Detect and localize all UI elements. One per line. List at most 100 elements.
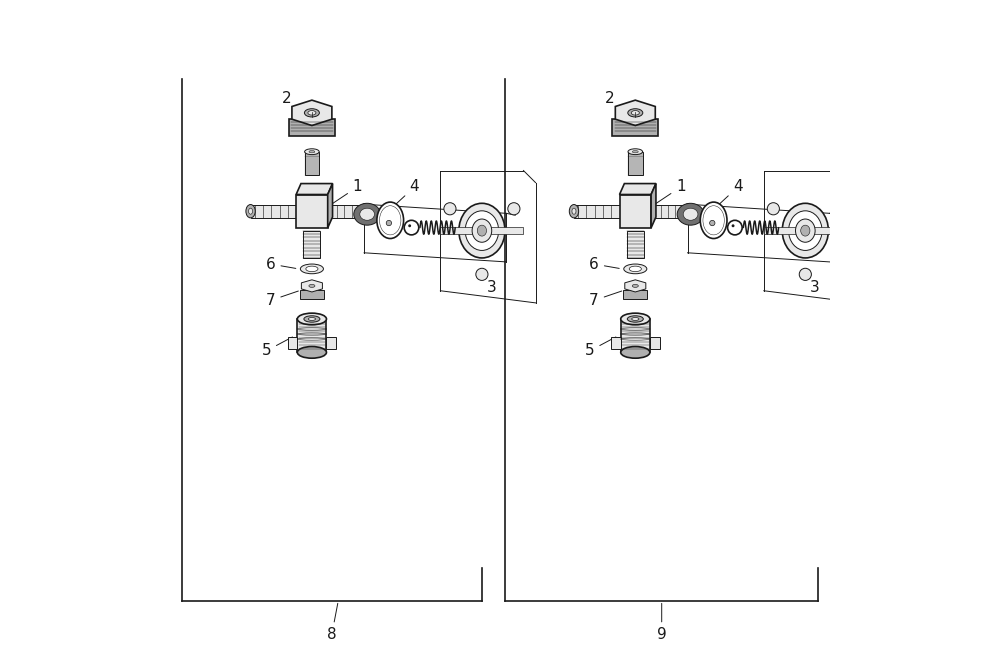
Text: 3: 3 (804, 271, 820, 294)
Bar (611, 337, 621, 349)
Text: 3: 3 (481, 271, 497, 294)
Ellipse shape (363, 208, 365, 214)
Text: 8: 8 (327, 603, 338, 642)
Ellipse shape (306, 266, 318, 272)
Ellipse shape (677, 203, 704, 225)
Ellipse shape (686, 208, 689, 214)
Text: 7: 7 (266, 291, 298, 308)
Text: 1: 1 (656, 180, 686, 203)
Ellipse shape (572, 208, 576, 214)
Text: 6: 6 (589, 257, 619, 271)
Ellipse shape (632, 284, 638, 287)
Ellipse shape (621, 346, 650, 358)
Ellipse shape (308, 317, 316, 321)
Ellipse shape (465, 211, 499, 250)
Ellipse shape (304, 315, 320, 322)
Ellipse shape (684, 204, 691, 218)
Circle shape (728, 220, 742, 235)
Bar (651, 205, 688, 218)
Bar (303, 230, 320, 258)
Text: 2: 2 (605, 91, 628, 116)
Ellipse shape (631, 111, 639, 115)
Ellipse shape (360, 208, 375, 220)
Ellipse shape (300, 264, 323, 274)
Ellipse shape (632, 317, 639, 321)
Bar (305, 152, 319, 175)
Bar (297, 319, 326, 352)
Ellipse shape (459, 203, 505, 258)
Ellipse shape (309, 284, 315, 287)
Circle shape (767, 203, 779, 215)
Text: 7: 7 (589, 291, 622, 308)
Text: 4: 4 (716, 180, 743, 207)
Polygon shape (612, 119, 658, 136)
Ellipse shape (789, 211, 822, 250)
Bar (326, 337, 336, 349)
Ellipse shape (632, 150, 638, 153)
Ellipse shape (305, 148, 319, 154)
Text: 1: 1 (332, 180, 362, 203)
Bar (440, 227, 523, 234)
Bar (574, 205, 620, 218)
Text: 2: 2 (282, 91, 305, 116)
Polygon shape (651, 183, 656, 228)
Ellipse shape (361, 204, 367, 218)
Ellipse shape (472, 219, 492, 242)
Circle shape (732, 224, 735, 227)
Ellipse shape (683, 208, 698, 220)
Ellipse shape (309, 150, 315, 153)
Polygon shape (328, 183, 333, 228)
Circle shape (831, 203, 843, 215)
Bar (621, 319, 650, 352)
Circle shape (404, 220, 419, 235)
Ellipse shape (703, 206, 724, 235)
Polygon shape (615, 100, 655, 125)
Ellipse shape (621, 313, 650, 325)
Polygon shape (301, 280, 322, 292)
Polygon shape (625, 280, 646, 292)
Circle shape (476, 268, 488, 280)
Polygon shape (289, 119, 335, 136)
Ellipse shape (249, 208, 253, 214)
Ellipse shape (354, 203, 381, 225)
Ellipse shape (477, 225, 487, 236)
Text: 9: 9 (657, 603, 667, 642)
Polygon shape (296, 183, 333, 195)
Circle shape (408, 224, 411, 227)
Ellipse shape (380, 206, 401, 235)
Circle shape (799, 268, 811, 280)
Text: 4: 4 (392, 180, 419, 207)
Ellipse shape (308, 111, 316, 115)
Polygon shape (300, 290, 324, 298)
Ellipse shape (304, 109, 319, 117)
Polygon shape (292, 100, 332, 125)
Ellipse shape (801, 225, 810, 236)
Ellipse shape (297, 346, 326, 358)
Ellipse shape (377, 202, 404, 238)
Bar (627, 230, 644, 258)
Ellipse shape (628, 148, 643, 154)
Bar (650, 337, 660, 349)
Ellipse shape (297, 313, 326, 325)
Ellipse shape (629, 266, 641, 272)
Text: 5: 5 (262, 337, 292, 358)
Ellipse shape (627, 315, 643, 322)
Bar (288, 337, 297, 349)
Ellipse shape (700, 202, 727, 238)
Bar (296, 195, 328, 228)
Circle shape (386, 220, 392, 226)
Bar (251, 205, 296, 218)
Polygon shape (623, 290, 647, 298)
Bar (328, 205, 364, 218)
Polygon shape (620, 183, 656, 195)
Text: 6: 6 (266, 257, 296, 271)
Ellipse shape (624, 264, 647, 274)
Bar (764, 227, 847, 234)
Ellipse shape (782, 203, 828, 258)
Circle shape (710, 220, 715, 226)
Circle shape (444, 203, 456, 215)
Ellipse shape (246, 205, 255, 218)
Ellipse shape (796, 219, 815, 242)
Text: 5: 5 (585, 337, 616, 358)
Bar (628, 152, 643, 175)
